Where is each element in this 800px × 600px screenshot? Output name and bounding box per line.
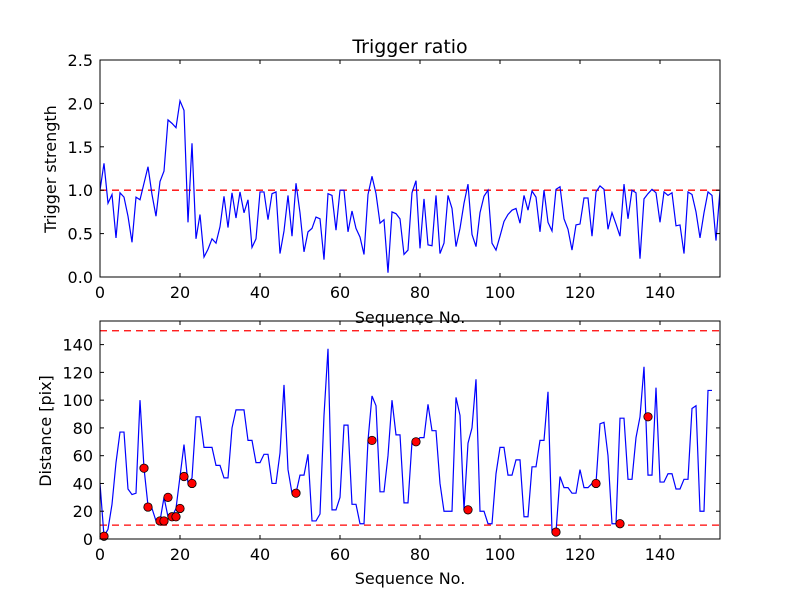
trigger-ratio-chart: Trigger ratio Trigger strength Sequence … xyxy=(41,36,721,327)
distance-ytick-label: 40 xyxy=(73,474,93,493)
distance-axes-frame xyxy=(99,320,721,540)
trigger-xtick-label: 100 xyxy=(485,283,516,302)
distance-highlight-point xyxy=(411,437,421,447)
distance-highlight-point xyxy=(175,503,185,514)
distance-xtick-label: 0 xyxy=(95,545,105,564)
trigger-xtick-label: 0 xyxy=(95,283,105,302)
trigger-xtick-label: 80 xyxy=(410,283,430,302)
distance-ylabel: Distance [pix] xyxy=(36,375,55,487)
distance-chart: Distance [pix] Sequence No. 0 20 40 60 80 100… xyxy=(36,320,721,588)
trigger-xtick-label: 120 xyxy=(565,283,596,302)
trigger-xtick-label: 20 xyxy=(170,283,190,302)
trigger-ytick-label: 0.5 xyxy=(68,225,93,244)
trigger-xtick-label: 60 xyxy=(330,283,350,302)
trigger-ytick-label: 1.0 xyxy=(68,181,93,200)
trigger-axes-frame xyxy=(99,59,721,278)
trigger-xtick-label: 140 xyxy=(645,283,676,302)
trigger-ytick-label: 2.0 xyxy=(68,94,93,113)
trigger-ytick-label: 1.5 xyxy=(68,138,93,157)
distance-highlight-point xyxy=(643,412,653,422)
distance-xtick-label: 140 xyxy=(645,545,676,564)
distance-highlight-point xyxy=(143,502,153,512)
distance-ytick-label: 120 xyxy=(62,363,93,382)
distance-ytick-label: 0 xyxy=(83,530,93,549)
trigger-ratio-xlabel: Sequence No. xyxy=(355,308,466,327)
distance-highlight-point xyxy=(179,471,189,482)
trigger-ratio-ylabel: Trigger strength xyxy=(41,105,60,234)
distance-xtick-label: 80 xyxy=(410,545,430,564)
distance-ytick-label: 140 xyxy=(62,336,93,355)
trigger-ytick-label: 0.0 xyxy=(68,268,93,287)
distance-highlight-point xyxy=(171,512,181,522)
distance-xtick-label: 20 xyxy=(170,545,190,564)
distance-highlight-point xyxy=(163,492,173,502)
distance-highlight-point xyxy=(615,519,625,529)
distance-ytick-label: 100 xyxy=(62,391,93,410)
trigger-plot-area xyxy=(100,98,720,273)
trigger-ytick-label: 2.5 xyxy=(68,51,93,70)
distance-ytick-label: 60 xyxy=(73,447,93,466)
distance-xtick-label: 60 xyxy=(330,545,350,564)
distance-highlight-point xyxy=(367,435,377,446)
distance-xlabel: Sequence No. xyxy=(355,569,466,588)
distance-xtick-label: 40 xyxy=(250,545,270,564)
trigger-ratio-title: Trigger ratio xyxy=(351,36,467,58)
distance-xtick-label: 120 xyxy=(565,545,596,564)
distance-highlight-point xyxy=(139,463,149,473)
distance-xtick-label: 100 xyxy=(485,545,516,564)
distance-series-line xyxy=(100,348,712,539)
distance-highlight-point xyxy=(591,478,601,489)
trigger-xtick-label: 40 xyxy=(250,283,270,302)
distance-ytick-label: 80 xyxy=(73,419,93,438)
distance-highlight-point xyxy=(187,478,197,489)
distance-highlight-point xyxy=(159,516,169,526)
distance-ytick-label: 20 xyxy=(73,502,93,521)
trigger-series-line xyxy=(100,98,720,273)
distance-highlight-point xyxy=(291,488,301,498)
distance-highlight-point xyxy=(551,527,561,537)
distance-highlight-point xyxy=(463,505,473,515)
